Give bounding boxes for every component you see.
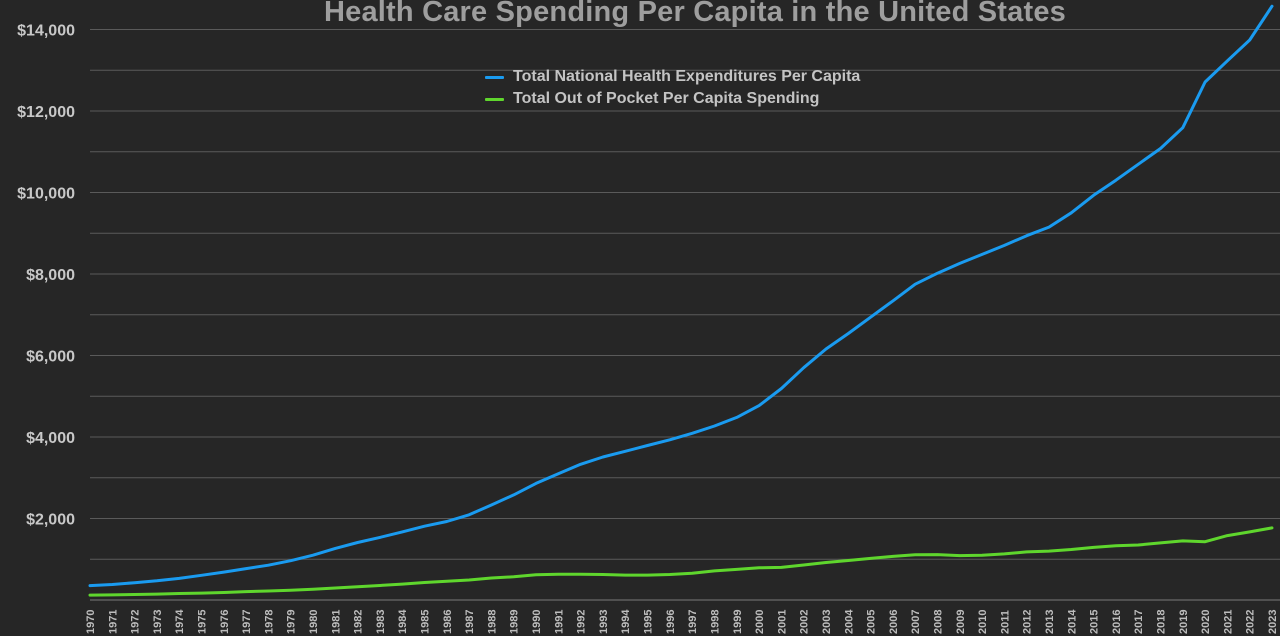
x-tick-label: 2014 (1066, 609, 1078, 634)
x-tick-label: 1999 (732, 610, 744, 634)
x-tick-label: 1976 (219, 610, 231, 634)
x-tick-label: 1978 (263, 610, 275, 634)
series-line-total-nhe (88, 4, 1274, 588)
x-tick-label: 1984 (397, 609, 409, 634)
y-tick-label: $8,000 (26, 267, 75, 284)
y-tick-label: $4,000 (26, 430, 75, 447)
series-line-out-of-pocket (88, 526, 1274, 597)
y-tick-label: $14,000 (17, 22, 75, 39)
legend-item-out-of-pocket: Total Out of Pocket Per Capita Spending (485, 88, 860, 110)
x-tick-label: 2002 (799, 610, 811, 634)
y-tick-label: $6,000 (26, 348, 75, 365)
x-tick-label: 1983 (375, 610, 387, 634)
x-tick-label: 2001 (776, 610, 788, 634)
legend-label-total-nhe: Total National Health Expenditures Per C… (513, 68, 861, 85)
x-tick-label: 1987 (464, 610, 476, 634)
x-tick-label: 1990 (531, 610, 543, 634)
x-tick-label: 1977 (241, 610, 253, 634)
x-tick-label: 1972 (130, 610, 142, 634)
x-tick-label: 1970 (85, 610, 97, 634)
x-tick-label: 1997 (687, 610, 699, 634)
x-tick-label: 1995 (643, 610, 655, 634)
x-tick-label: 2004 (843, 609, 855, 634)
x-tick-label: 1980 (308, 610, 320, 634)
x-tick-label: 1982 (353, 610, 365, 634)
y-tick-label: $2,000 (26, 511, 75, 528)
legend-label-out-of-pocket: Total Out of Pocket Per Capita Spending (513, 90, 820, 107)
x-tick-label: 2020 (1200, 610, 1212, 634)
x-tick-label: 2005 (866, 610, 878, 634)
y-tick-label: $10,000 (17, 185, 75, 202)
x-tick-label: 1975 (197, 610, 209, 634)
x-tick-label: 1996 (665, 610, 677, 634)
x-tick-label: 1986 (442, 610, 454, 634)
x-tick-label: 1988 (486, 610, 498, 634)
x-tick-label: 2003 (821, 610, 833, 634)
legend-swatch-total-nhe (485, 75, 504, 79)
x-tick-label: 1993 (598, 610, 610, 634)
x-tick-label: 2019 (1178, 610, 1190, 634)
x-tick-label: 2021 (1222, 610, 1234, 634)
x-tick-label: 2015 (1089, 610, 1101, 634)
x-tick-label: 1973 (152, 610, 164, 634)
x-tick-label: 2017 (1133, 610, 1145, 634)
x-tick-label: 1989 (509, 610, 521, 634)
x-tick-label: 1985 (420, 610, 432, 634)
x-tick-label: 2023 (1267, 610, 1279, 634)
x-tick-label: 1994 (620, 609, 632, 634)
chart-legend: Total National Health Expenditures Per C… (485, 66, 860, 110)
x-tick-label: 2006 (888, 610, 900, 634)
x-tick-label: 2007 (910, 610, 922, 634)
x-tick-label: 2010 (977, 610, 989, 634)
x-tick-label: 2013 (1044, 610, 1056, 634)
x-tick-label: 2011 (999, 610, 1011, 634)
y-tick-label: $12,000 (17, 104, 75, 121)
x-tick-label: 1971 (107, 610, 119, 634)
x-tick-label: 2012 (1022, 610, 1034, 634)
x-tick-label: 2018 (1155, 610, 1167, 634)
x-tick-label: 2016 (1111, 610, 1123, 634)
x-tick-label: 1992 (576, 610, 588, 634)
x-tick-label: 1991 (553, 610, 565, 634)
legend-item-total-nhe: Total National Health Expenditures Per C… (485, 66, 860, 88)
x-tick-label: 2022 (1245, 610, 1257, 634)
x-tick-label: 2000 (754, 610, 766, 634)
x-tick-label: 1979 (286, 610, 298, 634)
x-tick-label: 2008 (932, 610, 944, 634)
legend-swatch-out-of-pocket (485, 97, 504, 101)
chart-title: Health Care Spending Per Capita in the U… (324, 0, 1066, 28)
x-tick-label: 1974 (174, 609, 186, 634)
x-tick-label: 2009 (955, 610, 967, 634)
x-tick-label: 1981 (330, 610, 342, 634)
x-tick-label: 1998 (709, 610, 721, 634)
